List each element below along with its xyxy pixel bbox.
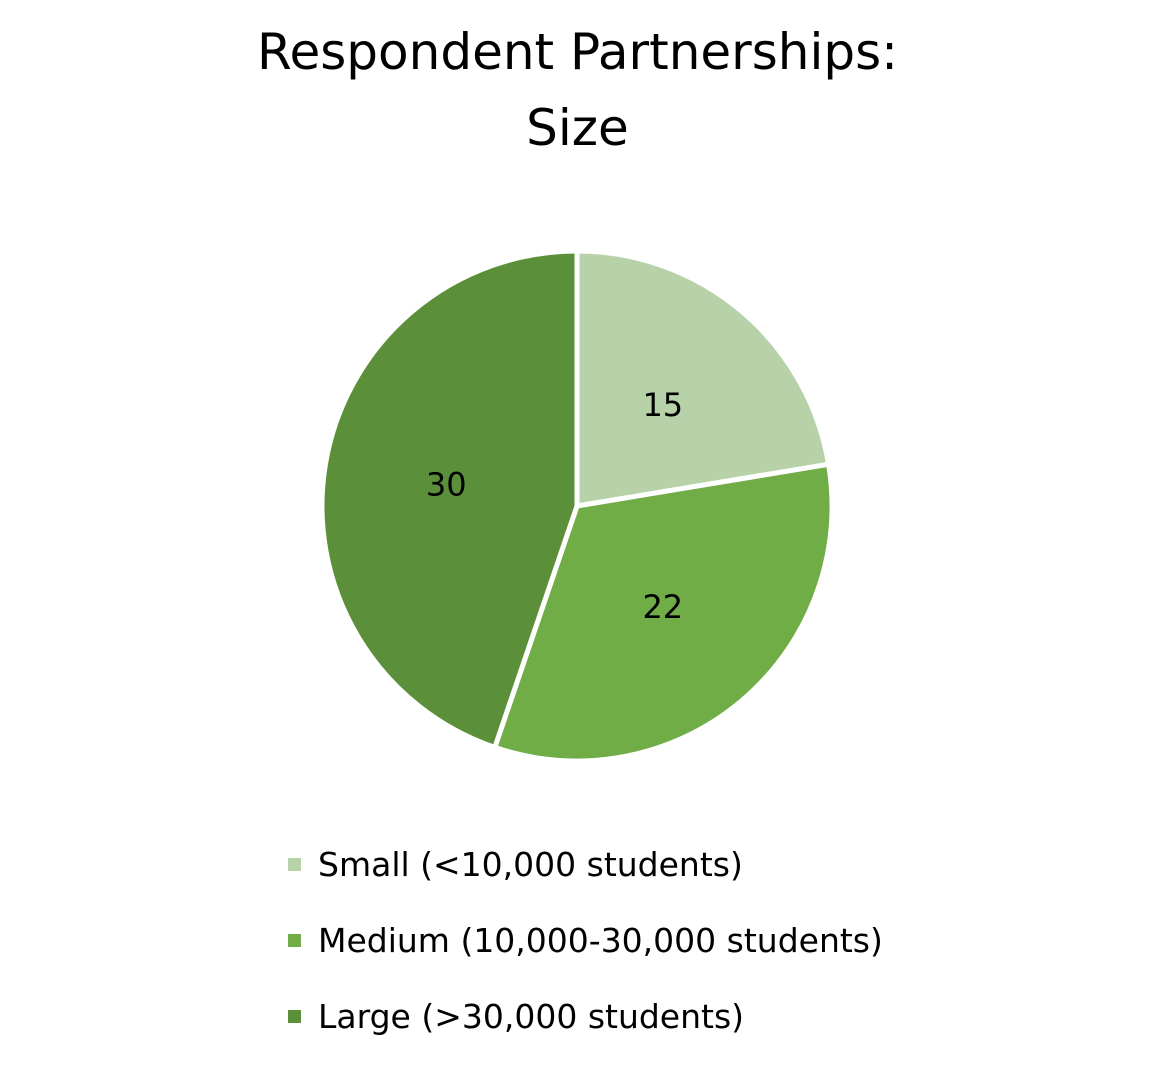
pie-slice-small	[574, 248, 832, 509]
legend-item-small: Small (<10,000 students)	[288, 826, 883, 902]
legend-swatch-small	[288, 857, 301, 871]
legend-label-large: Large (>30,000 students)	[318, 996, 745, 1036]
chart-title-line-2: Size	[526, 99, 629, 157]
data-label-small: 15	[642, 386, 683, 424]
pie-slice-large	[319, 248, 580, 750]
legend: Small (<10,000 students) Medium (10,000-…	[288, 826, 883, 1054]
legend-label-small: Small (<10,000 students)	[318, 844, 743, 884]
legend-item-large: Large (>30,000 students)	[288, 978, 883, 1054]
legend-swatch-medium	[288, 933, 301, 947]
pie-slice-medium	[492, 461, 835, 764]
legend-item-medium: Medium (10,000-30,000 students)	[288, 902, 883, 978]
data-label-medium: 22	[642, 588, 683, 626]
chart-title-line-1: Respondent Partnerships:	[257, 23, 898, 81]
legend-swatch-large	[288, 1009, 301, 1023]
data-label-large: 30	[426, 465, 467, 503]
chart-title: Respondent Partnerships: Size	[0, 14, 1155, 166]
legend-label-medium: Medium (10,000-30,000 students)	[318, 920, 883, 960]
